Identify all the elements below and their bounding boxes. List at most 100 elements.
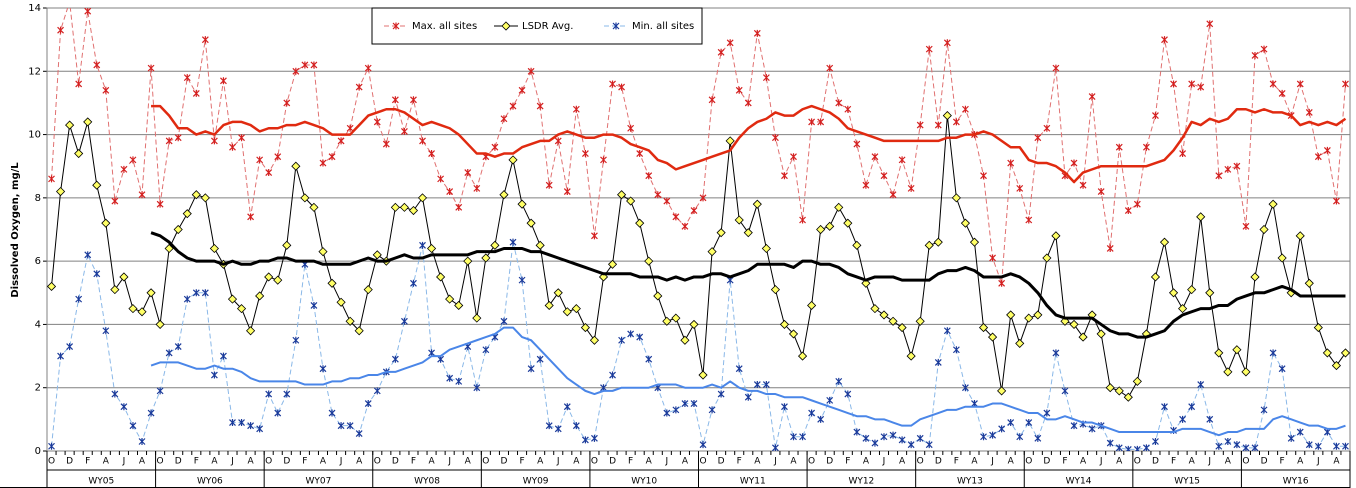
x-tick-label: F: [1280, 457, 1285, 467]
x-tick-label: D: [609, 457, 616, 467]
diamond-marker: [662, 316, 672, 326]
diamond-marker: [897, 323, 907, 333]
star-marker: [1034, 434, 1042, 442]
diamond-marker: [155, 319, 165, 329]
legend-label: Max. all sites: [412, 21, 477, 32]
diamond-marker: [1042, 253, 1052, 263]
diamond-marker: [770, 285, 780, 295]
legend-marker: [612, 22, 620, 30]
star-marker: [1242, 222, 1250, 230]
diamond-marker: [969, 237, 980, 247]
star-marker: [410, 279, 417, 287]
x-tick-label: J: [1099, 457, 1103, 467]
diamond-marker: [942, 111, 952, 121]
star-marker: [337, 422, 345, 430]
star-marker: [220, 352, 227, 360]
star-marker: [1197, 381, 1205, 389]
star-marker: [265, 169, 273, 177]
star-marker: [817, 415, 825, 423]
star-marker: [799, 433, 806, 441]
star-marker: [518, 276, 526, 284]
x-tick-label: D: [66, 457, 73, 467]
x-tick-label: D: [175, 457, 182, 467]
x-tick-label: A: [971, 457, 978, 467]
diamond-marker: [698, 370, 708, 380]
x-tick-label: A: [428, 457, 435, 467]
star-marker: [952, 118, 960, 126]
diamond-marker: [508, 155, 518, 165]
diamond-marker: [345, 316, 355, 326]
star-marker: [319, 159, 327, 167]
star-marker: [554, 425, 562, 433]
star-marker: [373, 118, 381, 126]
star-marker: [102, 86, 110, 94]
star-marker: [781, 403, 788, 411]
x-tick-label: A: [211, 457, 218, 467]
x-tick-label: J: [447, 457, 451, 467]
star-marker: [319, 365, 327, 373]
star-marker: [934, 121, 942, 129]
x-tick-label: F: [85, 457, 90, 467]
star-marker: [238, 419, 245, 427]
diamond-marker: [1114, 386, 1124, 396]
star-marker: [1106, 244, 1114, 252]
diamond-marker: [607, 259, 618, 269]
star-marker: [274, 409, 282, 417]
star-marker: [790, 153, 797, 161]
diamond-marker: [797, 351, 808, 361]
diamond-marker: [852, 240, 862, 250]
star-marker: [808, 118, 816, 126]
star-marker: [889, 431, 897, 439]
star-marker: [1197, 83, 1205, 91]
y-tick-label: 0: [35, 446, 41, 457]
x-tick-label: J: [665, 457, 669, 467]
x-tick-label: J: [1316, 457, 1320, 467]
star-marker: [871, 153, 879, 161]
star-marker: [419, 137, 426, 145]
star-marker: [943, 327, 951, 335]
diamond-marker: [56, 186, 66, 197]
star-marker: [48, 442, 55, 450]
star-marker: [1233, 441, 1241, 449]
moving-average-line: [150, 326, 1346, 437]
star-marker: [880, 172, 888, 180]
star-marker: [563, 403, 571, 411]
star-marker: [1016, 433, 1024, 441]
star-marker: [618, 83, 626, 91]
star-marker: [1342, 80, 1349, 88]
star-marker: [744, 393, 752, 401]
x-tick-label: O: [1025, 457, 1032, 467]
star-marker: [708, 96, 716, 104]
x-tick-label: A: [863, 457, 870, 467]
x-tick-label: J: [122, 457, 126, 467]
star-marker: [183, 295, 191, 303]
star-marker: [201, 36, 209, 44]
star-marker: [1133, 200, 1141, 208]
star-marker: [310, 301, 318, 309]
star-marker: [962, 384, 969, 392]
star-marker: [527, 365, 535, 373]
star-marker: [1034, 134, 1042, 142]
diamond-marker: [571, 304, 581, 314]
star-marker: [572, 105, 580, 113]
star-marker: [1269, 80, 1277, 88]
star-marker: [545, 181, 553, 189]
diamond-marker: [707, 247, 717, 257]
y-tick-label: 14: [28, 3, 41, 14]
diamond-marker: [978, 323, 989, 333]
star-marker: [1287, 434, 1295, 442]
x-tick-label: F: [302, 457, 307, 467]
diamond-marker: [1069, 319, 1079, 329]
star-marker: [464, 169, 472, 177]
diamond-marker: [589, 335, 600, 345]
x-tick-label: F: [1062, 457, 1067, 467]
star-marker: [1242, 444, 1250, 451]
x-tick-label: F: [1171, 457, 1176, 467]
diamond-marker: [363, 285, 373, 295]
diamond-marker: [1214, 348, 1224, 358]
star-marker: [753, 29, 761, 37]
star-marker: [654, 191, 662, 199]
star-marker: [527, 67, 535, 75]
plot-area: [47, 8, 1350, 451]
star-marker: [328, 153, 336, 161]
